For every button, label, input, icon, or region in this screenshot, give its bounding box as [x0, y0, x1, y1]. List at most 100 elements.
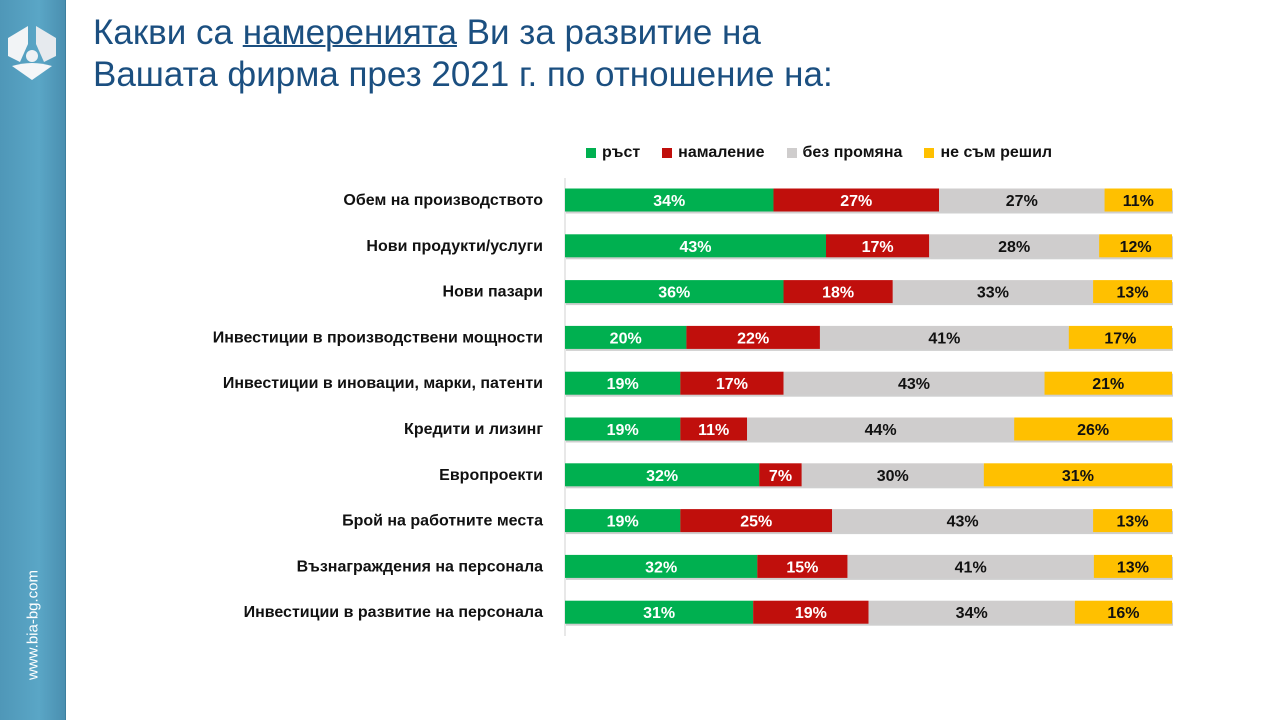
bar-segment [819, 325, 1069, 349]
legend-item-growth: ръст [586, 144, 640, 162]
data-label: 11% [698, 422, 729, 439]
bar-segment [565, 463, 760, 487]
category-label: Брой на работните места [342, 513, 543, 530]
bar-segment [757, 554, 848, 578]
legend-item-no-change: без промяна [786, 144, 903, 162]
data-label: 28% [998, 239, 1030, 256]
data-label: 19% [795, 605, 827, 622]
bar-segment [759, 463, 802, 487]
data-label: 31% [1062, 468, 1094, 485]
bar-segment [783, 280, 893, 304]
legend-swatch [586, 148, 596, 158]
data-label: 16% [1107, 605, 1139, 622]
data-label: 32% [646, 468, 678, 485]
title-part: Какви са [93, 13, 243, 52]
bar-segment [680, 509, 833, 533]
data-label: 25% [740, 514, 772, 531]
bar-segment [1068, 325, 1172, 349]
legend-item-undecided: не съм решил [924, 144, 1052, 162]
bar-segment [747, 417, 1015, 441]
data-label: 7% [769, 468, 792, 485]
bar-segment [565, 600, 754, 624]
bar-segment [1093, 280, 1172, 304]
legend-label: ръст [602, 144, 641, 161]
data-label: 32% [645, 559, 677, 576]
category-label: Кредити и лизинг [404, 421, 543, 438]
bar-segment [773, 188, 940, 212]
data-label: 33% [977, 285, 1009, 302]
data-label: 18% [822, 285, 854, 302]
bar-segment [1093, 554, 1172, 578]
bar-segment [565, 188, 774, 212]
data-label: 19% [607, 422, 639, 439]
legend-label: намаление [678, 144, 765, 161]
category-label: Възнаграждения на персонала [297, 558, 543, 575]
bar-segment [1093, 509, 1172, 533]
data-label: 17% [1104, 330, 1136, 347]
bar-segment [1044, 371, 1172, 395]
category-label: Обем на производството [343, 192, 543, 209]
bar-segment [939, 188, 1105, 212]
bar-segment [565, 371, 681, 395]
bar-segment [565, 554, 758, 578]
legend-swatch [662, 148, 673, 158]
bar-segment [565, 234, 827, 258]
bar-segment [983, 463, 1172, 487]
data-label: 43% [947, 514, 979, 531]
title-part: Ви за развитие на [456, 13, 761, 52]
legend-swatch [924, 148, 935, 158]
category-label: Нови пазари [443, 284, 543, 301]
data-label: 30% [877, 468, 909, 485]
data-label: 19% [607, 376, 639, 393]
data-label: 20% [610, 330, 642, 347]
data-label: 43% [898, 376, 930, 393]
page-title: Какви са намеренията Ви за развитие на В… [93, 12, 833, 96]
data-label: 44% [865, 422, 897, 439]
data-label: 17% [862, 239, 894, 256]
legend-label: без промяна [802, 144, 903, 161]
data-label: 11% [1123, 193, 1154, 210]
data-label: 27% [840, 193, 872, 210]
category-label: Инвестиции в развитие на персонала [244, 604, 544, 621]
bar-segment [826, 234, 930, 258]
bar-segment [832, 509, 1094, 533]
bar-segment [565, 325, 687, 349]
bar-segment [892, 280, 1094, 304]
data-label: 15% [786, 559, 818, 576]
data-label: 41% [955, 559, 987, 576]
legend-item-decrease: намаление [662, 144, 765, 162]
bar-segment [929, 234, 1100, 258]
sidebar: www.bia-bg.com [0, 0, 66, 720]
data-label: 34% [956, 605, 988, 622]
data-label: 27% [1006, 193, 1038, 210]
data-label: 31% [643, 605, 675, 622]
data-label: 22% [737, 330, 769, 347]
bar-segment [783, 371, 1045, 395]
bar-segment [753, 600, 869, 624]
bar-segment [565, 417, 681, 441]
bar-segment [565, 280, 784, 304]
data-label: 34% [653, 193, 685, 210]
bar-segment [565, 509, 681, 533]
data-label: 26% [1077, 422, 1109, 439]
legend-swatch [786, 148, 797, 158]
category-label: Европроекти [439, 467, 543, 484]
data-label: 13% [1117, 514, 1149, 531]
data-label: 17% [716, 376, 748, 393]
legend-label: не съм решил [940, 144, 1053, 161]
title-line2: Вашата фирма през 2021 г. по отношение н… [93, 55, 833, 94]
logo-icon [8, 26, 56, 80]
title-emphasis: намеренията [242, 13, 457, 52]
data-label: 21% [1092, 376, 1124, 393]
bar-segment [1014, 417, 1172, 441]
data-label: 13% [1117, 285, 1149, 302]
data-label: 12% [1120, 239, 1152, 256]
category-label: Инвестиции в иновации, марки, патенти [223, 375, 543, 392]
chart-legend: ръст намаление без промяна не съм решил [586, 144, 1052, 162]
bar-segment [680, 417, 748, 441]
bar-segment [680, 371, 784, 395]
data-label: 36% [658, 285, 690, 302]
bar-segment [1104, 188, 1172, 212]
bar-segment [1074, 600, 1172, 624]
category-label: Нови продукти/услуги [366, 238, 543, 255]
